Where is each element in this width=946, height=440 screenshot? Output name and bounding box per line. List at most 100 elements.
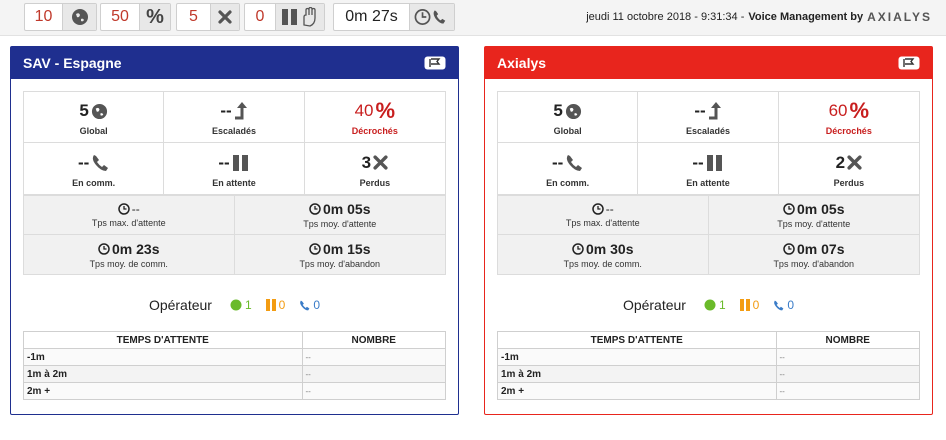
- stat-perdus: 2 Perdus: [779, 143, 919, 194]
- stat-escalades: -- Escaladés: [638, 92, 779, 143]
- stat-perdus: 3 Perdus: [305, 143, 445, 194]
- table-header: NOMBRE: [775, 331, 921, 349]
- operators-available[interactable]: 1: [704, 298, 726, 312]
- stat-label: Perdus: [359, 177, 391, 188]
- operators-oncall[interactable]: 0: [773, 298, 794, 312]
- time-value: 0m 05s: [797, 201, 845, 217]
- time-value: --: [605, 202, 614, 216]
- time-label: Tps max. d'attente: [565, 218, 640, 228]
- flag-icon[interactable]: [898, 56, 920, 70]
- operators-paused[interactable]: 0: [265, 298, 286, 312]
- operators-available[interactable]: 1: [230, 298, 252, 312]
- stat-global: 5 Global: [24, 92, 165, 143]
- count: 0: [313, 298, 321, 312]
- escalate-arrow-icon: [234, 102, 248, 120]
- panel-header: SAV - Espagne: [11, 47, 458, 79]
- pause-icon: [739, 299, 750, 311]
- stat-value: 40: [354, 101, 374, 120]
- kpi-value: 0: [255, 8, 265, 25]
- stat-decroches: 40 % Décrochés: [304, 92, 445, 143]
- table-row: 2m + --: [497, 382, 921, 400]
- stat-label: En attente: [212, 177, 256, 188]
- globe-icon: [565, 103, 582, 120]
- stat-label: Global: [553, 126, 582, 136]
- time-value: 0m 23s: [112, 240, 160, 257]
- stat-global: 5 Global: [498, 92, 639, 143]
- stat-value: --: [218, 152, 230, 172]
- row-label: 2m +: [497, 382, 777, 400]
- table-header: NOMBRE: [301, 331, 447, 349]
- time-moy-attente: 0m 05s Tps moy. d'attente: [234, 196, 445, 235]
- time-label: Tps moy. d'abandon: [773, 258, 855, 269]
- row-value: --: [301, 382, 447, 400]
- kpi-wait-time[interactable]: 0m 27s: [333, 3, 455, 31]
- wait-time-table: TEMPS D'ATTENTE NOMBRE -1m -- 1m à 2m --…: [497, 331, 921, 400]
- count: 0: [787, 298, 795, 312]
- stat-label: En comm.: [546, 177, 590, 188]
- time-max-attente: -- Tps max. d'attente: [498, 196, 709, 235]
- kpi-value: 50: [111, 8, 129, 25]
- percent-icon: %: [849, 98, 870, 123]
- pause-icon: [265, 299, 276, 311]
- kpi-paused[interactable]: 0: [244, 3, 325, 31]
- panel-header: Axialys: [485, 47, 932, 79]
- kpi-percent[interactable]: 50 %: [100, 3, 171, 31]
- time-value: 0m 15s: [323, 240, 371, 257]
- kpi-lost[interactable]: 5: [176, 3, 240, 31]
- row-value: --: [775, 348, 921, 366]
- table-row: 1m à 2m --: [23, 365, 447, 383]
- time-value: --: [131, 202, 140, 216]
- row-value: --: [301, 348, 447, 366]
- stat-label: En comm.: [72, 177, 116, 188]
- time-moy-comm: 0m 30s Tps moy. de comm.: [498, 235, 709, 274]
- operators-label: Opérateur: [148, 297, 212, 313]
- clock-icon: [783, 203, 795, 215]
- phone-icon: [565, 154, 583, 172]
- row-value: --: [301, 365, 447, 383]
- stat-decroches: 60 % Décrochés: [778, 92, 919, 143]
- clock-icon: [118, 203, 130, 215]
- stats-grid: 5 Global -- Escaladés 60 % Décrochés --: [497, 91, 920, 195]
- globe-icon: [62, 4, 96, 30]
- clock-icon: [309, 203, 321, 215]
- clock-icon: [309, 242, 321, 255]
- table-row: -1m --: [497, 348, 921, 366]
- time-label: Tps moy. de comm.: [89, 258, 168, 269]
- time-label: Tps moy. de comm.: [563, 258, 642, 269]
- kpi-calls-total[interactable]: 10: [24, 3, 97, 31]
- kpi-value: 10: [34, 8, 53, 25]
- count: 0: [278, 298, 286, 312]
- phone-icon: [773, 300, 784, 311]
- stat-value: --: [78, 152, 90, 172]
- stat-value: 5: [553, 101, 563, 120]
- stat-en-comm: -- En comm.: [498, 143, 639, 194]
- operators-label: Opérateur: [622, 297, 686, 313]
- times-grid: -- Tps max. d'attente 0m 05s Tps moy. d'…: [497, 195, 920, 275]
- stat-value: --: [694, 101, 706, 120]
- row-label: 1m à 2m: [497, 365, 777, 383]
- stat-label: Décrochés: [825, 126, 872, 136]
- time-value: 0m 05s: [323, 201, 371, 217]
- count: 1: [718, 298, 726, 312]
- stat-value: --: [552, 152, 564, 172]
- status-dot-icon: [230, 299, 242, 311]
- operators-oncall[interactable]: 0: [299, 298, 320, 312]
- operators-paused[interactable]: 0: [739, 298, 759, 312]
- phone-icon: [91, 154, 109, 172]
- stat-escalades: -- Escaladés: [164, 92, 305, 143]
- stat-value: --: [692, 152, 704, 172]
- clock-icon: [572, 242, 584, 255]
- time-moy-attente: 0m 05s Tps moy. d'attente: [708, 196, 919, 235]
- stat-value: --: [220, 101, 232, 120]
- time-max-attente: -- Tps max. d'attente: [24, 196, 235, 235]
- close-icon: [210, 4, 239, 30]
- table-row: 2m + --: [23, 382, 447, 400]
- flag-icon[interactable]: [424, 56, 446, 70]
- queue-panel-sav-espagne: SAV - Espagne 5 Global -- Escaladés 40 %…: [10, 46, 459, 415]
- escalate-arrow-icon: [708, 102, 722, 120]
- brand-prefix: Voice Management by: [748, 11, 864, 23]
- time-value: 0m 07s: [797, 240, 845, 257]
- row-value: --: [775, 365, 921, 383]
- table-header: TEMPS D'ATTENTE: [497, 331, 777, 349]
- stat-value: 3: [361, 152, 372, 172]
